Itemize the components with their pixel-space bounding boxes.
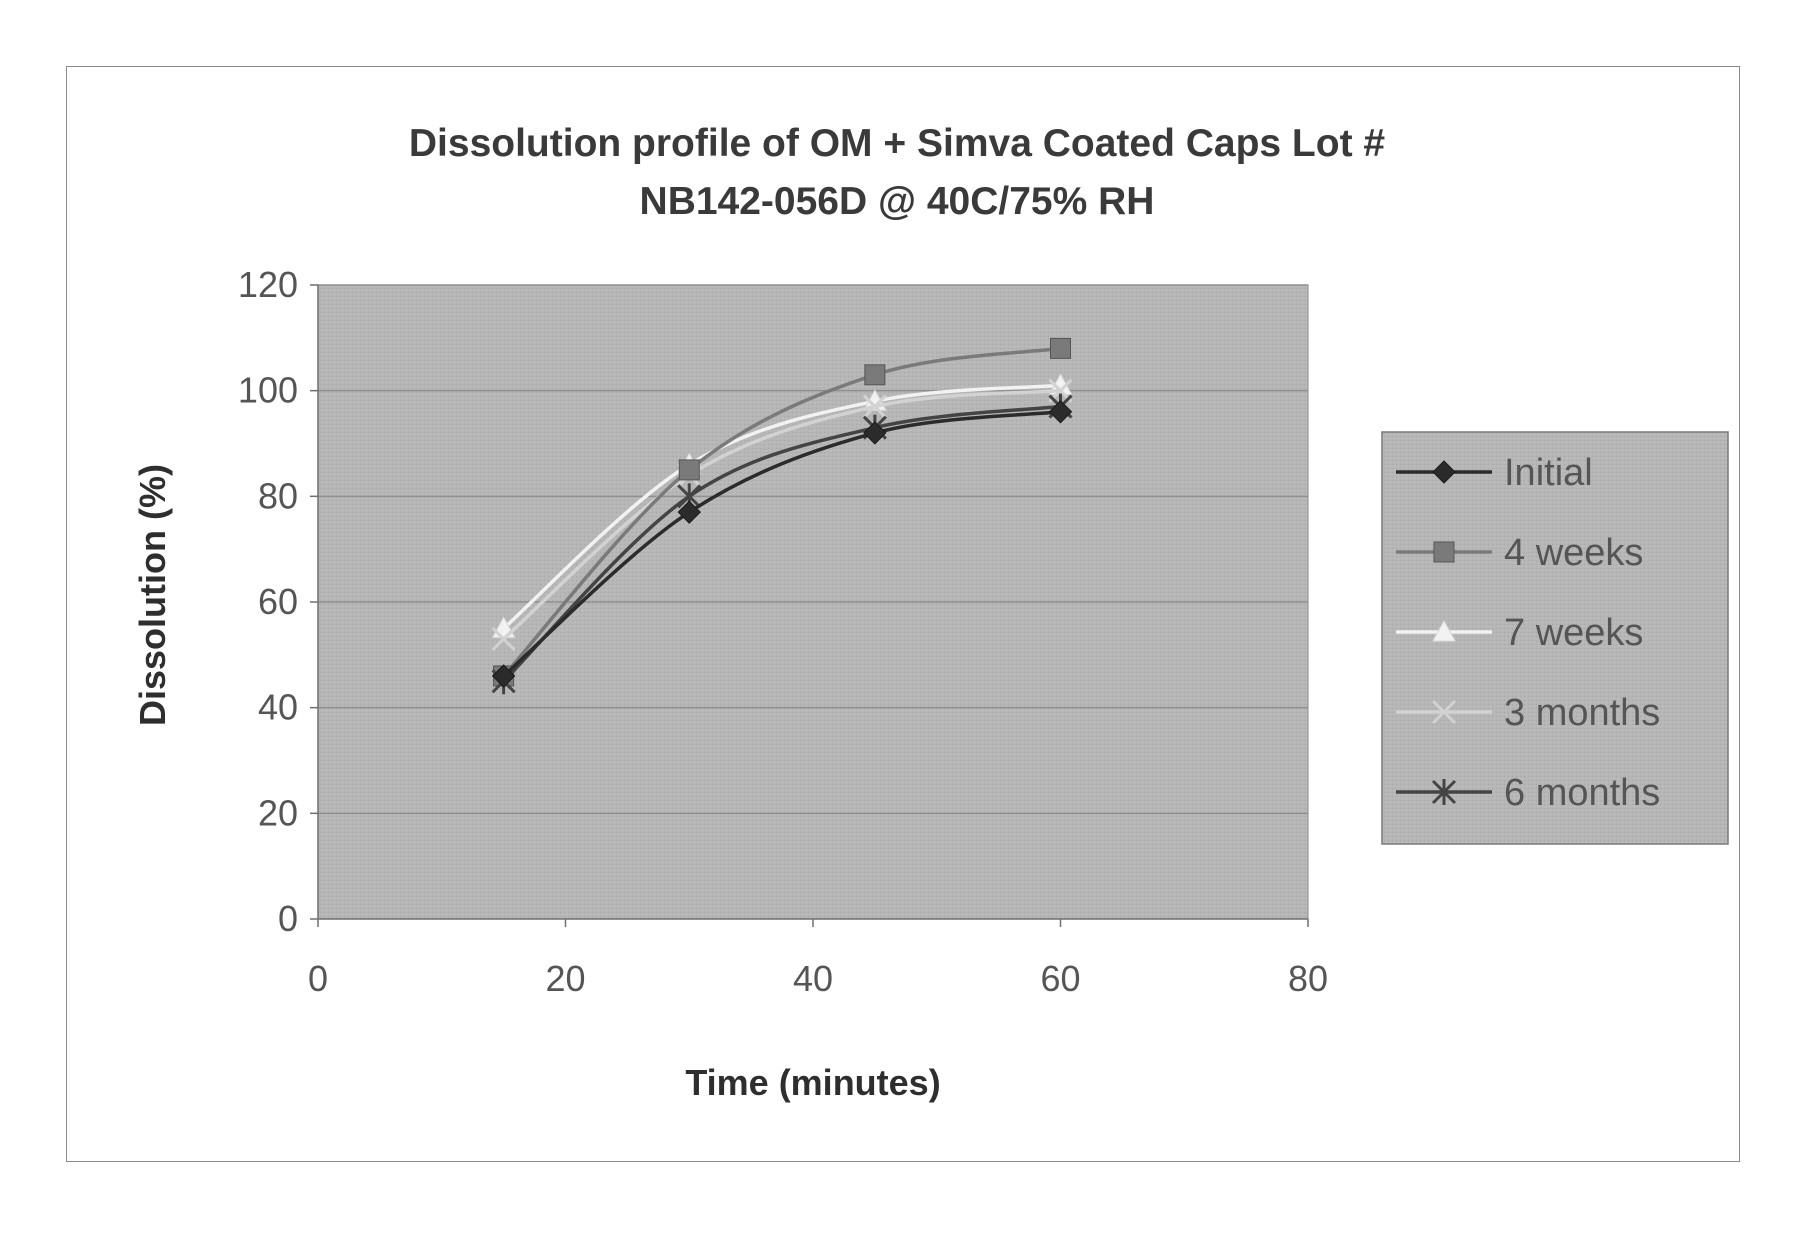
legend-label-initial: Initial [1504, 452, 1593, 494]
point-initial-15 [491, 664, 516, 688]
axes [310, 284, 1309, 927]
y-tick-label-60: 60 [258, 581, 298, 622]
x-tick-label-40: 40 [793, 958, 833, 999]
x-tick-label-60: 60 [1040, 958, 1080, 999]
series-layer [491, 337, 1073, 695]
chart-title-line-1: Dissolution profile of OM + Simva Coated… [409, 122, 1386, 165]
x-tick-label-20: 20 [545, 958, 585, 999]
point-initial-45 [863, 421, 887, 445]
y-tick-label-20: 20 [258, 792, 298, 833]
y-tick-label-120: 120 [238, 264, 298, 305]
legend-label-4-weeks: 4 weeks [1504, 532, 1643, 574]
point-3-months-45 [862, 394, 887, 419]
y-tick-label-0: 0 [278, 898, 298, 939]
point-4-weeks-45 [864, 364, 886, 386]
series-line-initial [502, 410, 1061, 678]
x-tick-labels: 0 20 40 60 80 [308, 958, 1328, 999]
point-4-weeks-60 [1050, 337, 1071, 359]
legend-label-6-months: 6 months [1504, 772, 1660, 814]
gridlines [318, 284, 1308, 815]
point-initial-30 [677, 500, 701, 524]
y-axis-title: Dissolution (%) [132, 464, 173, 726]
point-3-months-15 [491, 626, 516, 652]
x-tick-label-80: 80 [1288, 958, 1328, 999]
series-line-3-months [502, 388, 1061, 641]
y-tick-labels: 0 20 40 60 80 100 120 [238, 264, 298, 939]
point-initial-60 [1048, 400, 1073, 424]
legend-items: Initial 4 weeks 7 weeks 3 months 6 months [1396, 452, 1660, 814]
x-axis-title: Time (minutes) [685, 1062, 940, 1103]
legend-label-3-months: 3 months [1504, 692, 1660, 734]
series-line-4-weeks [502, 346, 1061, 678]
legend-marker-6-months [1431, 779, 1457, 805]
y-tick-label-100: 100 [238, 370, 298, 411]
legend-marker-7-weeks [1432, 619, 1456, 642]
point-4-weeks-30 [678, 459, 700, 481]
series-line-7-weeks [502, 383, 1061, 630]
legend-label-7-weeks: 7 weeks [1504, 612, 1643, 654]
chart-title-line-2: NB142-056D @ 40C/75% RH [640, 180, 1155, 223]
y-tick-label-40: 40 [258, 687, 298, 728]
x-tick-label-0: 0 [308, 958, 328, 999]
y-tick-label-80: 80 [258, 475, 298, 516]
legend-marker-4-weeks [1433, 541, 1455, 563]
legend-marker-3-months [1431, 699, 1457, 725]
series-line-6-months [502, 404, 1061, 683]
legend-marker-initial [1432, 460, 1456, 484]
